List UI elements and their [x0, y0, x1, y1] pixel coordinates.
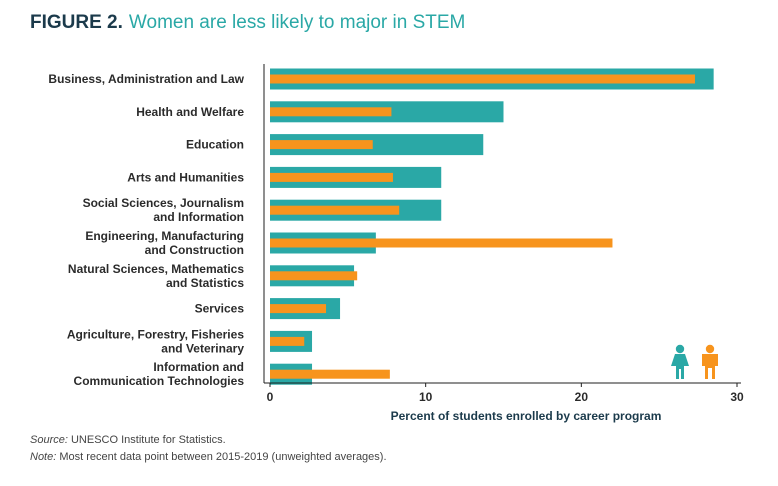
legend: [668, 344, 722, 380]
x-axis-title: Percent of students enrolled by career p…: [391, 409, 662, 423]
bar-men-6: [270, 271, 358, 281]
category-label-1: Health and Welfare: [136, 105, 244, 119]
note-line: Note: Most recent data point between 201…: [30, 449, 387, 466]
x-tick-label-2: 20: [575, 390, 589, 404]
bar-men-3: [270, 172, 393, 182]
source-label: Source:: [30, 434, 68, 446]
bar-men-8: [270, 336, 305, 346]
bar-men-4: [270, 205, 400, 215]
figure-title: FIGURE 2. Women are less likely to major …: [30, 12, 465, 34]
source-text: UNESCO Institute for Statistics.: [67, 434, 226, 446]
bar-men-9: [270, 369, 390, 379]
bar-men-1: [270, 107, 392, 117]
category-label-2: Education: [186, 138, 244, 152]
note-label: Note:: [30, 451, 57, 463]
bar-women-2: [270, 134, 484, 156]
category-label-3: Arts and Humanities: [127, 170, 244, 184]
bar-men-0: [270, 74, 695, 84]
figure-title-text: Women are less likely to major in STEM: [128, 12, 466, 33]
bar-men-5: [270, 238, 613, 248]
source-line: Source: UNESCO Institute for Statistics.: [30, 432, 387, 449]
category-label-6: Natural Sciences, Mathematics and Statist…: [68, 262, 244, 290]
figure-label: FIGURE 2.: [30, 12, 123, 33]
notes: Source: UNESCO Institute for Statistics.…: [30, 432, 387, 466]
man-icon: [702, 344, 718, 379]
bar-men-2: [270, 140, 373, 150]
woman-icon: [671, 344, 689, 379]
bar-men-7: [270, 304, 327, 314]
note-text: Most recent data point between 2015-2019…: [56, 451, 387, 463]
category-label-0: Business, Administration and Law: [48, 72, 244, 86]
x-tick-label-0: 0: [267, 390, 274, 404]
category-label-7: Services: [195, 302, 245, 316]
category-label-5: Engineering, Manufacturing and Constructi…: [85, 229, 244, 257]
category-label-9: Information and Communication Technologie…: [74, 360, 245, 388]
x-tick-label-3: 30: [730, 390, 744, 404]
category-label-4: Social Sciences, Journalism and Informati…: [83, 196, 244, 224]
category-label-8: Agriculture, Forestry, Fisheries and Vete…: [67, 327, 244, 355]
x-tick-label-1: 10: [419, 390, 433, 404]
